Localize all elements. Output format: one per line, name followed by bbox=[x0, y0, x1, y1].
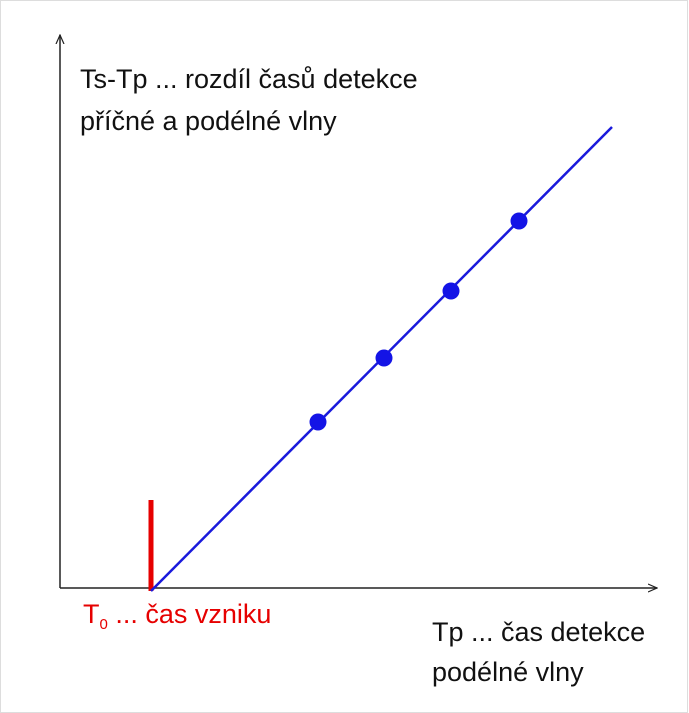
x-axis-label: podélné vlny bbox=[432, 657, 584, 687]
origin-text: ... čas vzniku bbox=[108, 599, 272, 629]
data-point bbox=[375, 349, 393, 367]
x-axis-label: Tp ... čas detekce bbox=[432, 617, 645, 647]
data-point bbox=[510, 212, 528, 230]
data-point bbox=[309, 413, 327, 431]
data-point bbox=[442, 282, 460, 300]
y-axis-label: příčné a podélné vlny bbox=[80, 106, 337, 136]
origin-subscript: 0 bbox=[100, 616, 108, 633]
y-axis-label: Ts-Tp ... rozdíl časů detekce bbox=[80, 64, 418, 94]
origin-symbol: T bbox=[83, 599, 100, 629]
origin-label: T0 ... čas vzniku bbox=[83, 599, 271, 633]
